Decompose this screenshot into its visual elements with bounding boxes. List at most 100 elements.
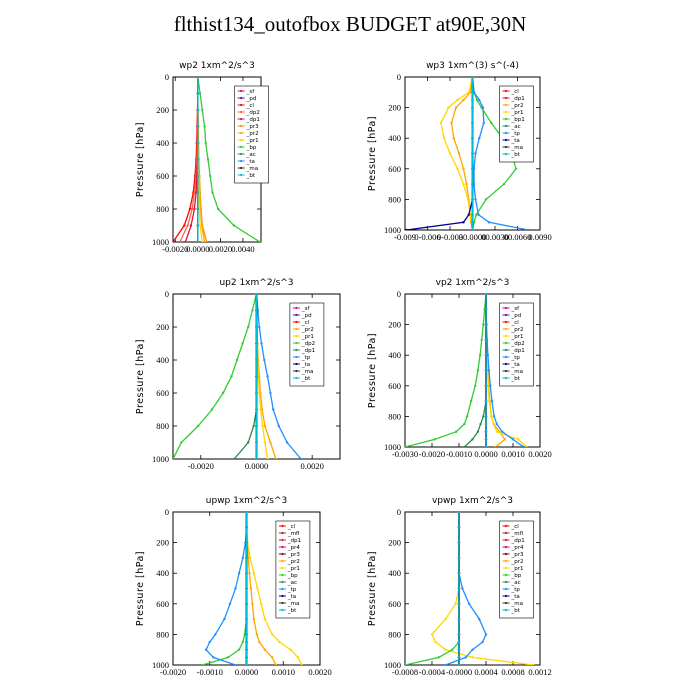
- data-point: [479, 422, 482, 426]
- legend-marker: [504, 355, 508, 359]
- data-point: [266, 375, 269, 378]
- data-point: [471, 182, 474, 186]
- y-tick-label: 0: [397, 289, 401, 299]
- chart-title: vpwp 1xm^2/s^3: [432, 496, 513, 506]
- data-point: [203, 125, 206, 128]
- data-point: [466, 198, 470, 201]
- legend-marker: [504, 538, 508, 542]
- legend-marker: [504, 124, 508, 128]
- data-point: [263, 441, 267, 444]
- legend-entry: _bp1: [511, 117, 525, 123]
- data-point: [478, 617, 481, 621]
- y-tick-label: 0: [165, 289, 169, 299]
- data-point: [525, 445, 528, 447]
- data-point: [277, 424, 280, 428]
- data-point: [255, 342, 258, 345]
- y-tick-label: 400: [156, 355, 169, 365]
- legend-box: [499, 302, 534, 387]
- legend-marker: [504, 152, 508, 156]
- data-point: [494, 445, 497, 447]
- series-line-bp: [405, 512, 460, 665]
- data-point: [457, 617, 461, 621]
- series-line-tp: [445, 512, 487, 665]
- legend-entry: _sf: [301, 306, 311, 312]
- legend-marker: [281, 531, 284, 535]
- data-point: [255, 457, 258, 459]
- legend-marker: [240, 166, 243, 170]
- data-point: [462, 182, 465, 186]
- data-point: [457, 587, 461, 590]
- legend-marker: [281, 587, 284, 591]
- x-tick-label: 0.0000: [186, 244, 209, 254]
- x-tick-label: 0.0040: [231, 244, 254, 254]
- data-point: [480, 338, 483, 342]
- legend-box: [275, 520, 311, 619]
- data-point: [457, 663, 461, 665]
- data-point: [474, 198, 477, 201]
- legend-entry: _ta: [301, 362, 310, 368]
- data-point: [457, 648, 461, 651]
- data-point: [511, 438, 515, 441]
- data-point: [444, 663, 447, 665]
- legend-entry: _pr1: [301, 334, 314, 340]
- data-point: [484, 338, 488, 342]
- series-line-dp2: [405, 294, 487, 447]
- legend-entry: _bp: [246, 145, 257, 151]
- data-point: [487, 369, 491, 372]
- series-group: [405, 77, 530, 230]
- data-point: [476, 369, 480, 372]
- y-tick-label: 200: [388, 538, 401, 548]
- data-point: [247, 556, 250, 560]
- legend-entry: _ma: [301, 369, 313, 375]
- legend-marker: [295, 348, 298, 352]
- legend-entry: _tp: [511, 587, 521, 593]
- data-point: [465, 415, 469, 418]
- data-point: [478, 137, 481, 140]
- data-point: [484, 633, 488, 636]
- x-tick-label: -0.0030: [392, 449, 418, 459]
- data-point: [255, 325, 258, 329]
- legend-marker: [504, 103, 508, 107]
- legend-marker: [240, 152, 243, 156]
- legend-marker: [281, 545, 284, 549]
- data-point: [269, 391, 272, 395]
- data-point: [471, 106, 474, 109]
- series-group: [201, 512, 303, 665]
- legend-entry: _cl: [511, 320, 520, 326]
- data-point: [196, 92, 200, 95]
- data-point: [255, 375, 258, 378]
- legend-entry: _ta: [511, 594, 520, 600]
- data-point: [474, 152, 477, 155]
- series-line-tp: [205, 512, 248, 665]
- legend-marker: [504, 131, 508, 135]
- legend-entry: _dp1: [511, 96, 525, 102]
- legend-entry: _tp: [301, 355, 311, 361]
- chart-title: wp2 1xm^2/s^3: [179, 61, 255, 71]
- legend-entry: _bt: [301, 376, 311, 382]
- legend-entry: _pr1: [511, 334, 524, 340]
- legend-marker: [504, 566, 508, 570]
- data-point: [527, 228, 530, 230]
- legend-entry: _bt: [287, 608, 297, 614]
- data-point: [495, 422, 498, 426]
- plot-frame: [404, 511, 541, 666]
- data-point: [522, 445, 525, 447]
- data-point: [248, 572, 251, 575]
- legend-marker: [504, 313, 508, 317]
- data-point: [452, 137, 455, 140]
- legend-marker: [240, 145, 243, 149]
- data-point: [256, 587, 259, 590]
- y-tick-label: 600: [156, 388, 169, 398]
- legend-marker: [281, 601, 284, 605]
- data-point: [484, 198, 488, 201]
- data-point: [434, 640, 437, 644]
- data-point: [465, 182, 468, 186]
- data-point: [246, 441, 250, 444]
- legend-marker: [295, 334, 298, 338]
- legend-marker: [295, 369, 298, 373]
- plot-frame: [404, 293, 541, 448]
- data-point: [463, 445, 466, 447]
- data-point: [232, 224, 236, 227]
- legend-marker: [240, 173, 243, 177]
